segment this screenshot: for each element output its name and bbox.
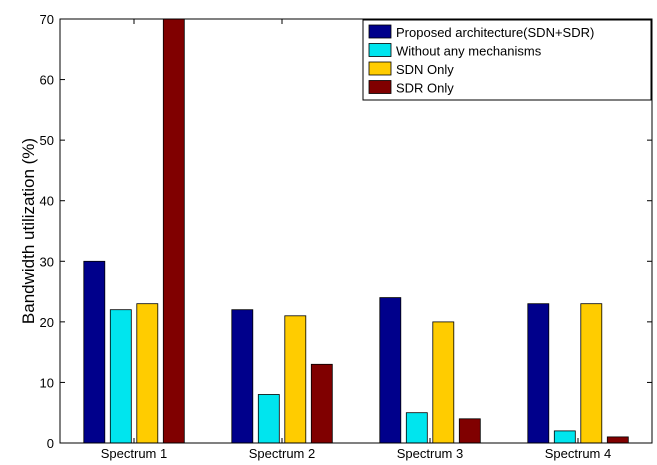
x-tick-label: Spectrum 2 [249,446,315,461]
legend-label: SDR Only [396,81,454,96]
bar-3-1 [136,303,159,444]
y-tick-label: 70 [40,12,54,27]
bar-3-4 [580,303,603,444]
legend-label: Without any mechanisms [396,44,542,59]
legend-swatch [368,24,392,39]
bar-4-4 [606,436,629,444]
bar-2-1 [109,309,132,444]
plot-frame [59,18,653,444]
bar-1-3 [379,297,402,444]
y-tick-label: 20 [40,315,54,330]
y-tick-label: 60 [40,73,54,88]
bar-4-3 [458,418,481,444]
x-tick-label: Spectrum 3 [397,446,463,461]
y-tick-label: 0 [47,436,54,451]
y-tick-label: 10 [40,375,54,390]
legend-swatch [368,61,392,76]
legend-box [362,19,652,101]
legend-label: SDN Only [396,62,454,77]
bar-1-4 [527,303,550,444]
bar-1-1 [83,260,106,444]
bar-3-3 [432,321,455,444]
legend-swatch [368,80,392,94]
x-tick-label: Spectrum 1 [101,446,167,461]
tick-labels: 0 10 20 30 40 50 60 70 Spectrum 1 Spectrum 2 Spect… [40,12,612,461]
bar-3-2 [284,315,307,444]
y-tick-label: 50 [40,133,54,148]
legend-swatch [368,43,392,57]
axes [59,18,653,444]
bar-2-4 [553,430,576,444]
legend-label: Proposed architecture(SDN+SDR) [396,25,594,40]
bar-2-3 [405,412,428,444]
x-tick-label: Spectrum 4 [545,446,611,461]
legend: Proposed architecture(SDN+SDR) Without an… [362,19,652,101]
y-axis-label: Bandwidth utilization (%) [19,138,38,324]
bar-1-2 [231,309,254,444]
bar-4-1 [162,18,185,444]
bar-2-2 [257,394,280,444]
bar-4-2 [310,363,333,444]
y-tick-label: 40 [40,194,54,209]
y-tick-label: 30 [40,254,54,269]
